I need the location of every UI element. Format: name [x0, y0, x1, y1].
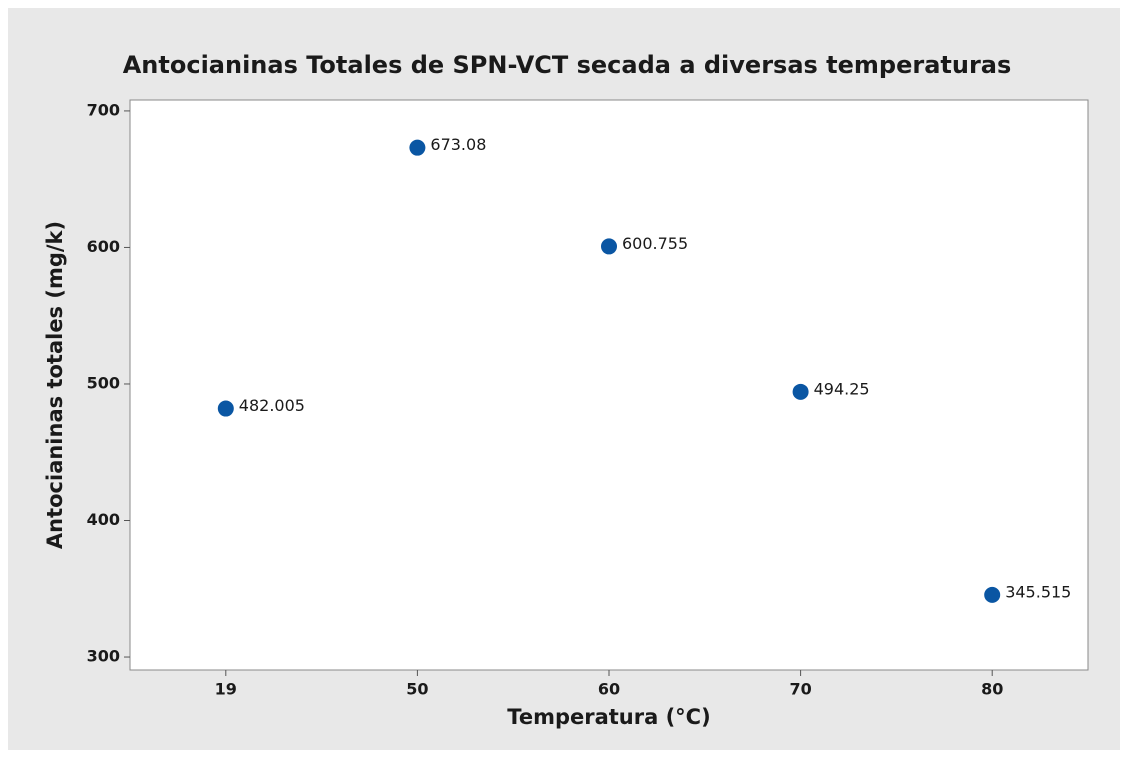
- x-tick-label: 50: [406, 680, 428, 699]
- y-tick-label: 500: [87, 373, 120, 392]
- chart-title: Antocianinas Totales de SPN-VCT secada a…: [123, 51, 1012, 79]
- x-tick-label: 19: [215, 680, 237, 699]
- data-label: 494.25: [814, 379, 870, 398]
- y-tick-label: 400: [87, 510, 120, 529]
- point: [601, 238, 617, 255]
- y-axis-label: Antocianinas totales (mg/k): [43, 221, 67, 549]
- x-axis-label: Temperatura (°C): [507, 705, 710, 729]
- data-label: 600.755: [622, 234, 688, 253]
- data-label: 673.08: [430, 135, 486, 154]
- x-tick-label: 70: [789, 680, 811, 699]
- point: [984, 586, 1001, 603]
- x-tick-label: 80: [981, 680, 1003, 699]
- y-tick-label: 600: [87, 237, 120, 256]
- y-tick-label: 700: [87, 100, 120, 119]
- data-label: 345.515: [1005, 582, 1071, 601]
- point: [792, 383, 809, 400]
- data-label: 482.005: [239, 396, 305, 415]
- point: [409, 139, 426, 156]
- point: [217, 400, 234, 417]
- plot-area: [129, 99, 1089, 671]
- x-tick-label: 60: [598, 680, 620, 699]
- y-tick-label: 300: [87, 647, 120, 666]
